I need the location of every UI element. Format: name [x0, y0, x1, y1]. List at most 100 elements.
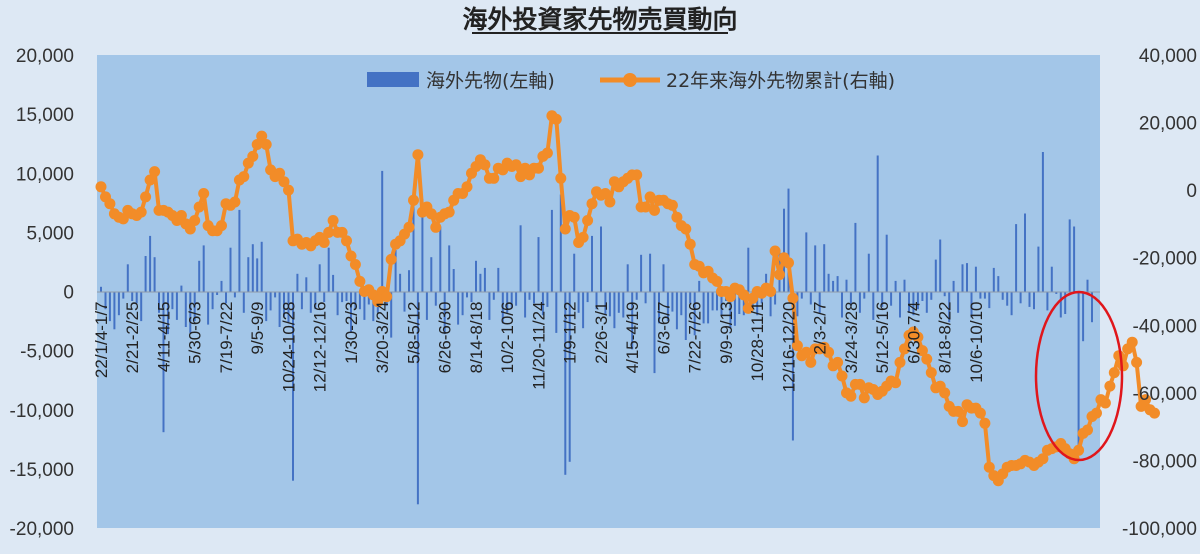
line-point — [925, 367, 937, 379]
line-point — [559, 223, 571, 235]
line-point — [791, 340, 803, 352]
bar — [555, 291, 558, 333]
line-point — [586, 198, 598, 210]
bar — [256, 258, 259, 292]
bar — [336, 291, 339, 316]
bar — [693, 291, 696, 336]
bar — [180, 285, 183, 292]
bar — [640, 254, 643, 292]
line-point — [783, 257, 794, 269]
line-point — [742, 302, 754, 314]
line-point — [260, 139, 272, 150]
line-point — [229, 196, 241, 208]
bar — [1019, 291, 1022, 304]
bar — [631, 291, 634, 350]
bar — [283, 291, 285, 318]
line-point — [318, 237, 330, 248]
bar — [934, 259, 937, 292]
bar — [912, 291, 915, 316]
bar — [836, 276, 839, 292]
bar — [568, 291, 571, 462]
bar — [238, 209, 241, 292]
line-point — [555, 172, 567, 184]
bar — [269, 291, 272, 311]
bar — [497, 267, 500, 292]
line-point — [854, 378, 866, 390]
bar — [1010, 291, 1013, 316]
bar — [528, 291, 531, 300]
bar — [153, 257, 156, 292]
bar — [1033, 291, 1035, 310]
chart-title: 海外投資家先物売買動向 — [462, 5, 737, 34]
line-point — [805, 356, 817, 368]
bar — [961, 264, 964, 292]
bar — [296, 273, 299, 292]
bar — [948, 291, 951, 323]
line-point — [372, 296, 384, 308]
bar — [626, 264, 629, 292]
bar — [416, 291, 419, 505]
bar — [229, 247, 232, 292]
bar — [1082, 291, 1085, 342]
x-axis-tick: 2/21-2/25 — [123, 302, 142, 374]
bar — [662, 264, 665, 292]
x-axis-tick: 10/28-11/1 — [748, 302, 767, 382]
bar — [318, 264, 321, 292]
right-axis-tick: -20,000 — [1133, 249, 1197, 270]
bar — [412, 191, 415, 292]
bar — [1046, 291, 1049, 311]
line-point — [845, 390, 857, 402]
bar — [586, 291, 589, 303]
bar — [162, 291, 165, 433]
bar — [1055, 291, 1058, 294]
line-point — [894, 356, 906, 368]
bar — [747, 247, 750, 292]
bar — [372, 291, 375, 322]
bar — [890, 291, 893, 306]
line-point — [140, 191, 152, 203]
bar — [292, 291, 294, 481]
right-axis-tick: 0 — [1186, 181, 1197, 202]
line-point — [939, 387, 951, 399]
bar — [198, 260, 201, 292]
bar — [966, 263, 968, 292]
line-point — [1140, 394, 1152, 406]
line-point — [238, 171, 250, 183]
bar — [849, 291, 852, 306]
bar — [653, 291, 656, 374]
bar — [997, 276, 1000, 292]
right-axis-tick: 40,000 — [1139, 46, 1197, 67]
bar — [546, 291, 549, 307]
bar — [381, 170, 384, 292]
left-axis-tick: 15,000 — [16, 105, 74, 126]
line-point — [461, 181, 473, 193]
line-point — [425, 208, 437, 220]
bar — [358, 291, 361, 310]
line-point — [1037, 453, 1049, 465]
line-point — [711, 275, 723, 287]
line-point — [787, 292, 799, 304]
bar — [403, 291, 406, 312]
line-point — [979, 417, 991, 429]
x-axis-tick: 9/9-9/13 — [717, 302, 736, 364]
line-point — [1091, 407, 1102, 419]
line-point — [577, 231, 589, 243]
line-point — [479, 159, 491, 171]
bar — [247, 257, 250, 292]
x-axis-tick: 12/16-12/20 — [780, 302, 799, 393]
line-point — [354, 275, 366, 287]
line-point — [144, 174, 156, 186]
bar — [791, 291, 794, 441]
bar — [970, 291, 973, 318]
bar — [774, 291, 777, 305]
bar — [354, 291, 357, 309]
left-axis-tick: 10,000 — [16, 164, 74, 185]
bar — [617, 291, 620, 313]
bar — [390, 291, 393, 338]
line-point — [1149, 407, 1160, 419]
line-point — [256, 130, 268, 142]
bar — [805, 232, 808, 292]
bar — [974, 266, 977, 292]
line-point — [1126, 336, 1138, 348]
